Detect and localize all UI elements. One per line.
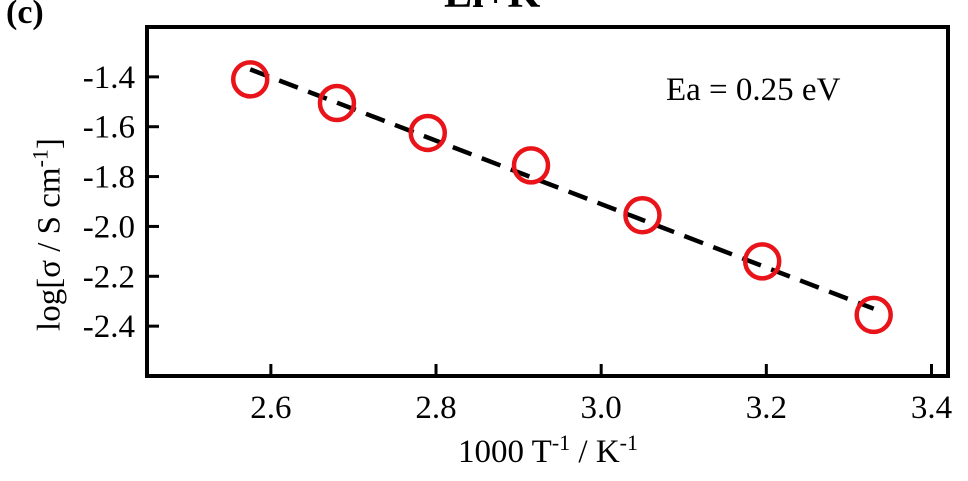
activation-energy-annotation: Ea = 0.25 eV — [666, 72, 841, 108]
x-tick-label: 3.0 — [581, 390, 622, 426]
title-fragment: Li+K — [444, 0, 540, 18]
y-tick-label: -1.6 — [83, 110, 135, 146]
data-points — [230, 60, 893, 335]
y-tick-label: -1.4 — [83, 60, 135, 96]
x-axis-label-exponent-1: -1 — [551, 430, 571, 455]
data-point — [511, 146, 551, 185]
data-point — [742, 242, 782, 281]
y-tick-label: -1.8 — [83, 160, 135, 196]
x-tick-label: 3.2 — [746, 390, 787, 426]
y-axis-label-exponent: -1 — [27, 149, 53, 168]
x-tick-label: 2.8 — [415, 390, 456, 426]
y-axis-label: log[σ / S cm-1] — [28, 65, 69, 405]
x-axis-label-middle: / K — [570, 434, 620, 470]
x-axis-label-prefix: 1000 T — [458, 434, 552, 470]
x-tick-label: 3.4 — [911, 390, 952, 426]
x-tick-label: 2.6 — [250, 390, 291, 426]
plot-frame — [145, 25, 950, 378]
y-axis-ticks: -1.4 -1.6 -1.8 -2.0 -2.2 -2.4 — [83, 60, 159, 345]
data-point — [623, 195, 662, 235]
y-axis-label-suffix: ] — [31, 138, 68, 150]
data-point — [317, 83, 357, 123]
y-tick-label: -2.2 — [83, 259, 135, 295]
x-axis-label: 1000 T-1 / K-1 — [388, 430, 708, 471]
x-axis-ticks: 2.6 2.8 3.0 3.2 3.4 — [250, 364, 952, 426]
data-point — [408, 113, 448, 153]
y-tick-label: -2.0 — [83, 209, 135, 245]
data-point — [854, 295, 893, 335]
panel-label: (c) — [6, 0, 44, 31]
data-point — [230, 60, 270, 99]
x-axis-label-exponent-2: -1 — [619, 430, 638, 455]
y-axis-label-prefix: log[σ / S cm — [31, 167, 68, 331]
y-tick-label: -2.4 — [83, 309, 135, 345]
